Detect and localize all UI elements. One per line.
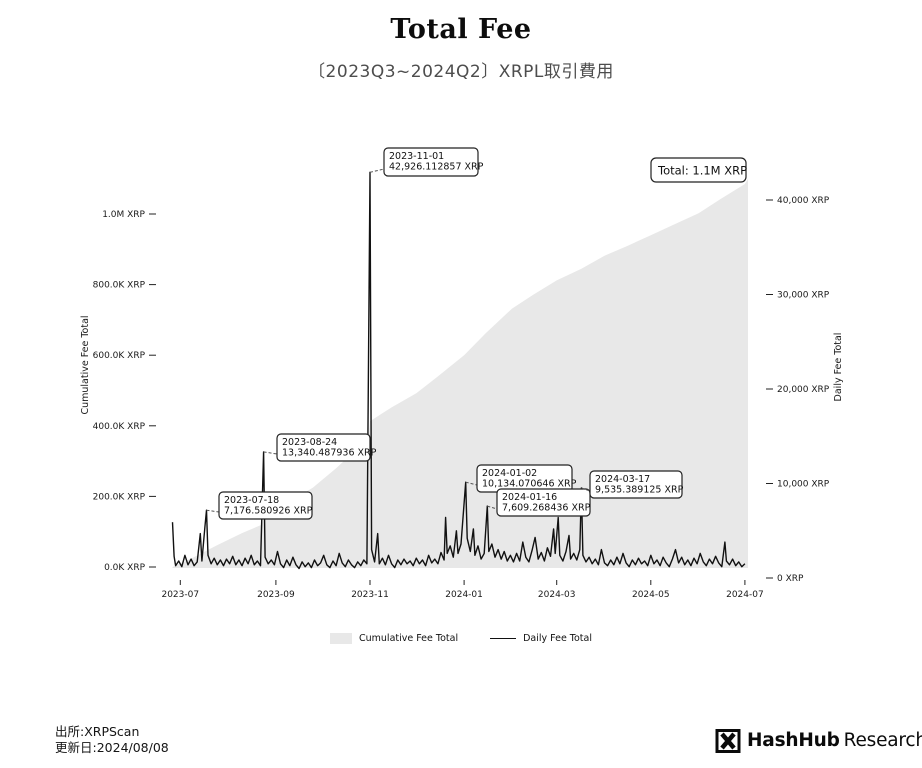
right-tick-label: 10,000 XRP — [777, 480, 830, 490]
annotation-text: 9,535.389125 XRP — [595, 485, 684, 496]
left-tick-label: 600.0K XRP — [93, 351, 146, 361]
annotation-box — [589, 470, 683, 499]
annotation-connector — [369, 168, 385, 173]
annotation-connector — [465, 481, 478, 486]
page-title: Total Fee — [390, 14, 532, 45]
annotation-text: 42,926.112857 XRP — [389, 162, 484, 173]
left-tick-label: 200.0K XRP — [93, 492, 146, 502]
annotation-box — [276, 433, 371, 462]
right-axis: 0 XRP 10,000 XRP 20,000 XRP 30,000 XRP 40,00… — [766, 196, 844, 584]
brand-name: HashHub Research — [747, 730, 922, 751]
right-tick-label: 20,000 XRP — [777, 385, 830, 395]
annotation-2024-01-16: 2024-01-167,609.268436 XRP — [487, 488, 591, 517]
chart-legend: Cumulative Fee Total Daily Fee Total — [0, 633, 922, 644]
annotation-text: 2024-03-17 — [595, 474, 650, 485]
annotation-text: 2023-07-18 — [224, 495, 279, 506]
right-tick-label: 30,000 XRP — [777, 291, 830, 301]
annotation-text: 7,176.580926 XRP — [224, 506, 313, 517]
brand-name-regular: Research — [843, 730, 922, 751]
total-annotation-box — [650, 157, 747, 183]
legend-label-cumulative: Cumulative Fee Total — [359, 633, 459, 644]
x-tick-label: 2024-03 — [538, 590, 576, 600]
footer-source: 出所:XRPScan — [55, 724, 140, 739]
left-axis: 0.0K XRP 200.0K XRP 400.0K XRP 600.0K XRP 80… — [80, 210, 156, 573]
annotation-text: 2024-01-02 — [482, 468, 537, 479]
footer-source-block: 出所:XRPScan 更新日:2024/08/08 — [55, 724, 169, 755]
left-tick-label: 0.0K XRP — [104, 563, 145, 573]
annotation-2023-07-18: 2023-07-187,176.580926 XRP — [206, 491, 313, 520]
line-swatch-icon — [490, 638, 517, 639]
left-tick-label: 800.0K XRP — [93, 281, 146, 291]
total-annotation-text: Total: 1.1M XRP — [657, 164, 747, 178]
right-axis-title: Daily Fee Total — [833, 333, 844, 402]
hashhub-logo-icon — [715, 728, 741, 753]
legend-label-daily: Daily Fee Total — [523, 633, 592, 644]
legend-item-cumulative: Cumulative Fee Total — [330, 633, 458, 644]
right-tick-label: 40,000 XRP — [777, 196, 830, 206]
annotation-text: 7,609.268436 XRP — [502, 503, 591, 514]
annotation-connector — [487, 505, 498, 510]
left-axis-title: Cumulative Fee Total — [80, 315, 91, 414]
brand-logo: HashHub Research — [715, 727, 922, 754]
page-subtitle: 〔2023Q3~2024Q2〕XRPL取引費用 — [308, 62, 614, 82]
legend-item-daily: Daily Fee Total — [490, 633, 592, 644]
annotation-connector — [581, 487, 591, 492]
annotation-connector — [206, 509, 220, 513]
x-axis: 2023-07 2023-09 2023-11 2024-01 2024-03 2024-… — [161, 580, 764, 600]
annotation-text: 2023-11-01 — [389, 151, 444, 162]
annotation-text: 10,134.070646 XRP — [482, 479, 577, 490]
total-annotation: Total: 1.1M XRP — [650, 157, 747, 183]
x-tick-label: 2023-07 — [161, 590, 199, 600]
x-tick-label: 2023-09 — [257, 590, 295, 600]
fee-chart-svg: 2023-07 2023-09 2023-11 2024-01 2024-03 2024-… — [80, 147, 844, 600]
x-tick-label: 2024-05 — [632, 590, 670, 600]
annotation-text: 2024-01-16 — [502, 492, 557, 503]
annotation-box — [218, 491, 313, 520]
annotation-text: 2023-08-24 — [282, 437, 337, 448]
left-tick-label: 1.0M XRP — [102, 210, 145, 220]
annotation-connector — [263, 451, 278, 455]
x-tick-label: 2024-07 — [726, 590, 764, 600]
area-swatch-icon — [330, 633, 352, 644]
annotation-text: 13,340.487936 XRP — [282, 448, 377, 459]
annotation-box — [496, 488, 591, 517]
brand-name-bold: HashHub — [747, 730, 840, 751]
annotation-box — [383, 147, 479, 177]
footer-updated: 更新日:2024/08/08 — [55, 739, 169, 755]
left-tick-label: 400.0K XRP — [93, 422, 146, 432]
right-tick-label: 0 XRP — [777, 574, 804, 584]
x-tick-label: 2024-01 — [445, 590, 483, 600]
annotation-2024-03-17: 2024-03-179,535.389125 XRP — [581, 470, 684, 499]
x-tick-label: 2023-11 — [351, 590, 389, 600]
